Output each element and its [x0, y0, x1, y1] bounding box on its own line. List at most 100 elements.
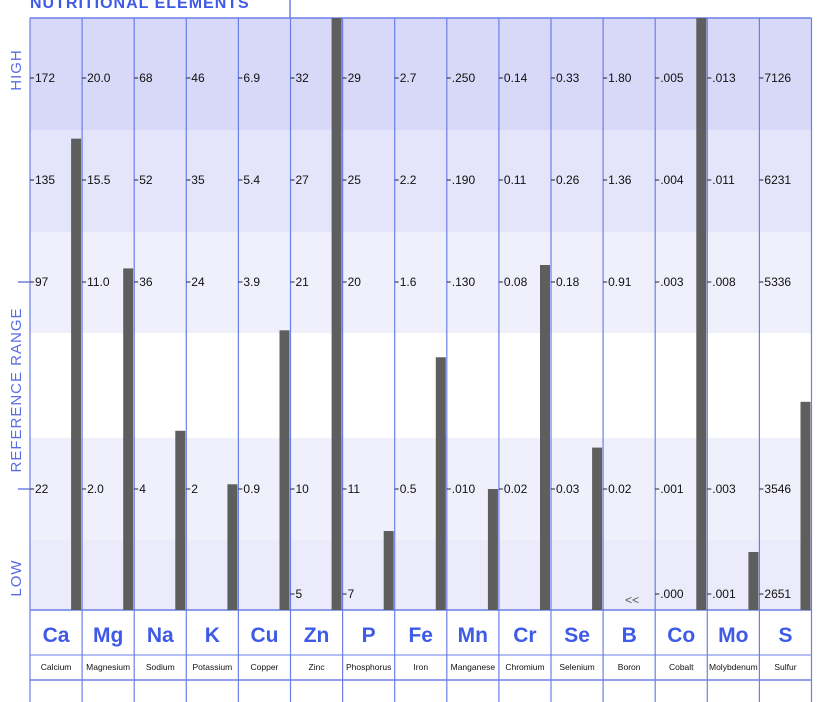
element-symbol: Ca [43, 624, 70, 647]
element-symbol: S [778, 624, 792, 647]
tick-label: 2.2 [400, 173, 417, 187]
tick-label: 5 [296, 587, 303, 601]
tick-label: 0.9 [243, 482, 260, 496]
bar-se [592, 447, 603, 610]
element-name: Magnesium [86, 662, 130, 672]
y-label-high: HIGH [8, 49, 25, 91]
band [30, 18, 812, 130]
element-symbol: Cr [513, 624, 536, 647]
tick-label: 0.08 [504, 275, 528, 289]
element-name: Sulfur [774, 662, 796, 672]
element-name: Zinc [309, 662, 326, 672]
element-symbol: Cu [250, 624, 278, 647]
tick-label: .001 [712, 587, 736, 601]
tick-label: 11.0 [87, 275, 110, 289]
element-symbol: K [205, 624, 220, 647]
element-symbol: Zn [304, 624, 330, 647]
tick-label: .001 [660, 482, 684, 496]
element-name: Sodium [146, 662, 175, 672]
bar-na [175, 430, 186, 610]
tick-label: 36 [139, 275, 153, 289]
tick-label: 11 [348, 482, 361, 496]
bars [71, 18, 811, 610]
tick-label: 0.18 [556, 275, 580, 289]
tick-label: .004 [660, 173, 684, 187]
tick-label: 10 [296, 482, 310, 496]
tick-label: 4 [139, 482, 146, 496]
bar-cr [540, 265, 550, 610]
bar-co [696, 18, 707, 610]
tick-label: 0.14 [504, 71, 528, 85]
tick-label: 68 [139, 71, 153, 85]
element-name: Selenium [559, 662, 594, 672]
tick-label: 6231 [764, 173, 791, 187]
reference-bands [30, 18, 812, 610]
tick-label: 20.0 [87, 71, 111, 85]
tick-label: .008 [712, 275, 736, 289]
element-labels: Ca Calcium Mg Magnesium Na Sodium K Potassium Cu… [41, 624, 797, 672]
band [30, 438, 812, 540]
tick-label: .005 [660, 71, 684, 85]
element-symbol: Mn [458, 624, 488, 647]
y-label-reference: REFERENCE RANGE [8, 307, 25, 472]
tick-label: 24 [191, 275, 205, 289]
tick-label: 0.26 [556, 173, 580, 187]
element-name: Potassium [193, 662, 233, 672]
element-symbol: Se [564, 624, 590, 647]
element-symbol: Mo [718, 624, 748, 647]
tick-label: 7126 [764, 71, 791, 85]
bar-p [383, 531, 394, 610]
tick-label: .010 [452, 482, 476, 496]
tick-label: 1.36 [608, 173, 632, 187]
band [30, 130, 812, 232]
bar-zn [331, 18, 342, 610]
element-symbol: Mg [93, 624, 123, 647]
element-name: Boron [618, 662, 641, 672]
tick-label: 97 [35, 275, 49, 289]
tick-label: .013 [712, 71, 736, 85]
tick-label: 22 [35, 482, 49, 496]
element-symbol: B [622, 624, 637, 647]
tick-label: 25 [348, 173, 362, 187]
tick-label: 172 [35, 71, 55, 85]
boron-below-range-note: << [625, 593, 639, 607]
tick-label: 0.5 [400, 482, 417, 496]
element-symbol: Fe [408, 624, 433, 647]
bar-fe [435, 357, 446, 610]
bar-mo [748, 552, 759, 610]
chart-title: NUTRITIONAL ELEMENTS [30, 0, 250, 12]
tick-label: 2 [191, 482, 198, 496]
element-symbol: Co [667, 624, 695, 647]
tick-label: 35 [191, 173, 205, 187]
element-name: Calcium [41, 662, 72, 672]
tick-label: 2.7 [400, 71, 417, 85]
element-name: Phosphorus [346, 662, 391, 672]
tick-label: 15.5 [87, 173, 111, 187]
y-label-low: LOW [8, 559, 25, 596]
tick-label: 7 [348, 587, 355, 601]
bar-mg [123, 268, 134, 610]
element-symbol: Na [147, 624, 174, 647]
tick-label: 135 [35, 173, 55, 187]
tick-label: 0.33 [556, 71, 580, 85]
tick-label: 20 [348, 275, 362, 289]
bar-ca [71, 138, 82, 610]
tick-label: .250 [452, 71, 476, 85]
element-name: Iron [413, 662, 428, 672]
tick-label: 5336 [764, 275, 791, 289]
tick-label: 46 [191, 71, 205, 85]
tick-label: 52 [139, 173, 153, 187]
band [30, 232, 812, 333]
tick-label: .000 [660, 587, 684, 601]
tick-label: 32 [296, 71, 310, 85]
band [30, 540, 812, 610]
tick-label: 3546 [764, 482, 791, 496]
tick-label: 1.80 [608, 71, 632, 85]
tick-label: .011 [712, 173, 735, 187]
tick-label: 0.91 [608, 275, 632, 289]
tick-label: 29 [348, 71, 362, 85]
element-name: Chromium [505, 662, 544, 672]
tick-label: 5.4 [243, 173, 260, 187]
element-name: Molybdenum [709, 662, 758, 672]
